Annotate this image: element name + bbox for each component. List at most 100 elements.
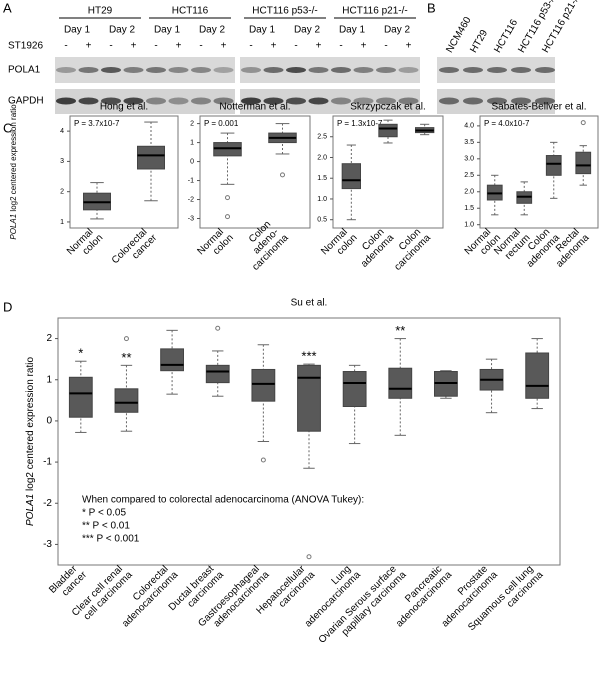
day-label: Day 2 — [294, 25, 321, 36]
box — [575, 151, 592, 175]
band — [101, 97, 121, 105]
plot-frame — [199, 115, 311, 229]
outlier — [225, 214, 230, 220]
band — [511, 67, 531, 73]
y-tick-label: 0 — [190, 158, 194, 165]
y-tick-label: -3 — [43, 539, 52, 550]
treatment-sign: - — [154, 41, 157, 52]
y-tick-label: 2.0 — [464, 189, 474, 196]
band — [286, 67, 306, 73]
band — [308, 67, 329, 73]
treatment-sign: - — [64, 41, 67, 52]
treatment-sign: + — [176, 41, 182, 52]
box — [205, 364, 230, 384]
y-tick-label: 1.5 — [464, 205, 474, 212]
treatment-sign: - — [294, 41, 297, 52]
box — [525, 352, 550, 399]
y-tick-label: 2.5 — [464, 172, 474, 179]
treatment-sign: + — [361, 41, 367, 52]
band — [56, 97, 76, 105]
y-axis-label: POLA1 log2 centered expression ratio — [9, 104, 18, 240]
treatment-sign: + — [406, 41, 412, 52]
outlier — [280, 172, 285, 178]
y-tick-label: -2 — [43, 498, 52, 509]
row-label: GAPDH — [8, 96, 44, 107]
y-tick-label: 3 — [60, 158, 64, 165]
band — [123, 97, 144, 105]
y-axis-label: POLA1 log2 centered expression ratio — [25, 357, 36, 526]
band — [78, 97, 99, 105]
y-tick-label: 2 — [60, 189, 64, 196]
y-tick-label: 1.5 — [317, 175, 327, 182]
y-axis-text: log2 centered expression ratio — [9, 104, 18, 212]
p-value: P = 3.7x10-7 — [74, 119, 120, 128]
box — [545, 155, 562, 176]
box — [297, 364, 321, 432]
band — [487, 67, 507, 73]
lane-label: HT29 — [468, 28, 490, 55]
band — [353, 97, 374, 105]
treatment-sign: + — [221, 41, 227, 52]
y-tick-label: 2.0 — [317, 154, 327, 161]
p-value: P = 0.001 — [204, 119, 239, 128]
chart-title: Notterman et al. — [219, 102, 290, 113]
p-value: P = 4.0x10-7 — [484, 119, 530, 128]
y-tick-label: 4.0 — [464, 123, 474, 130]
x-tick-label: Colorectal cancer — [110, 224, 160, 274]
band — [213, 67, 234, 73]
band — [56, 67, 76, 73]
band — [168, 97, 189, 105]
chart-title: Hong et al. — [100, 102, 148, 113]
day-label: Day 2 — [384, 25, 411, 36]
x-tick-label: Colon carcinoma — [384, 224, 432, 272]
group-label: HCT116 p53-/- — [252, 6, 317, 17]
band — [101, 67, 121, 73]
y-tick-label: 1 — [60, 219, 64, 226]
band — [286, 97, 306, 105]
band — [191, 97, 211, 105]
note: When compared to colorectal adenocarcino… — [82, 495, 364, 506]
row-label: POLA1 — [8, 65, 41, 76]
band — [376, 67, 396, 73]
outlier — [580, 120, 586, 126]
band — [331, 67, 351, 73]
band — [146, 97, 166, 105]
band — [439, 67, 459, 73]
treatment-label: ST1926 — [8, 41, 43, 52]
x-tick-label: Normal colon — [319, 224, 359, 264]
chart-title: Skrzypczak et al. — [350, 102, 426, 113]
group-label: HCT116 — [172, 6, 209, 17]
band — [168, 67, 189, 73]
band — [331, 97, 351, 105]
y-tick-label: 1.0 — [464, 222, 474, 229]
outlier — [225, 195, 230, 201]
treatment-sign: - — [384, 41, 387, 52]
y-tick-label: 0.5 — [317, 217, 327, 224]
box — [160, 348, 185, 372]
band — [353, 67, 374, 73]
p-value: P = 1.3x10-7 — [337, 119, 383, 128]
box — [137, 145, 165, 170]
box — [342, 371, 367, 408]
treatment-sign: + — [131, 41, 137, 52]
x-tick-label: Colon adenoma — [351, 224, 396, 269]
box — [68, 376, 93, 418]
y-tick-label: 2 — [46, 333, 52, 344]
band — [487, 97, 507, 105]
significance: ** — [121, 350, 131, 365]
band — [439, 97, 459, 105]
y-axis-gene: POLA1 — [9, 214, 18, 240]
band — [263, 97, 284, 105]
outlier — [306, 554, 312, 560]
y-tick-label: 4 — [60, 128, 64, 135]
band — [263, 67, 284, 73]
day-label: Day 1 — [154, 25, 181, 36]
band — [535, 97, 555, 105]
x-tick-label: Rectal adenoma — [546, 224, 591, 269]
plot-frame — [479, 115, 599, 229]
treatment-sign: - — [109, 41, 112, 52]
panel-label: A — [3, 0, 12, 15]
band — [535, 67, 555, 73]
box — [388, 367, 413, 399]
